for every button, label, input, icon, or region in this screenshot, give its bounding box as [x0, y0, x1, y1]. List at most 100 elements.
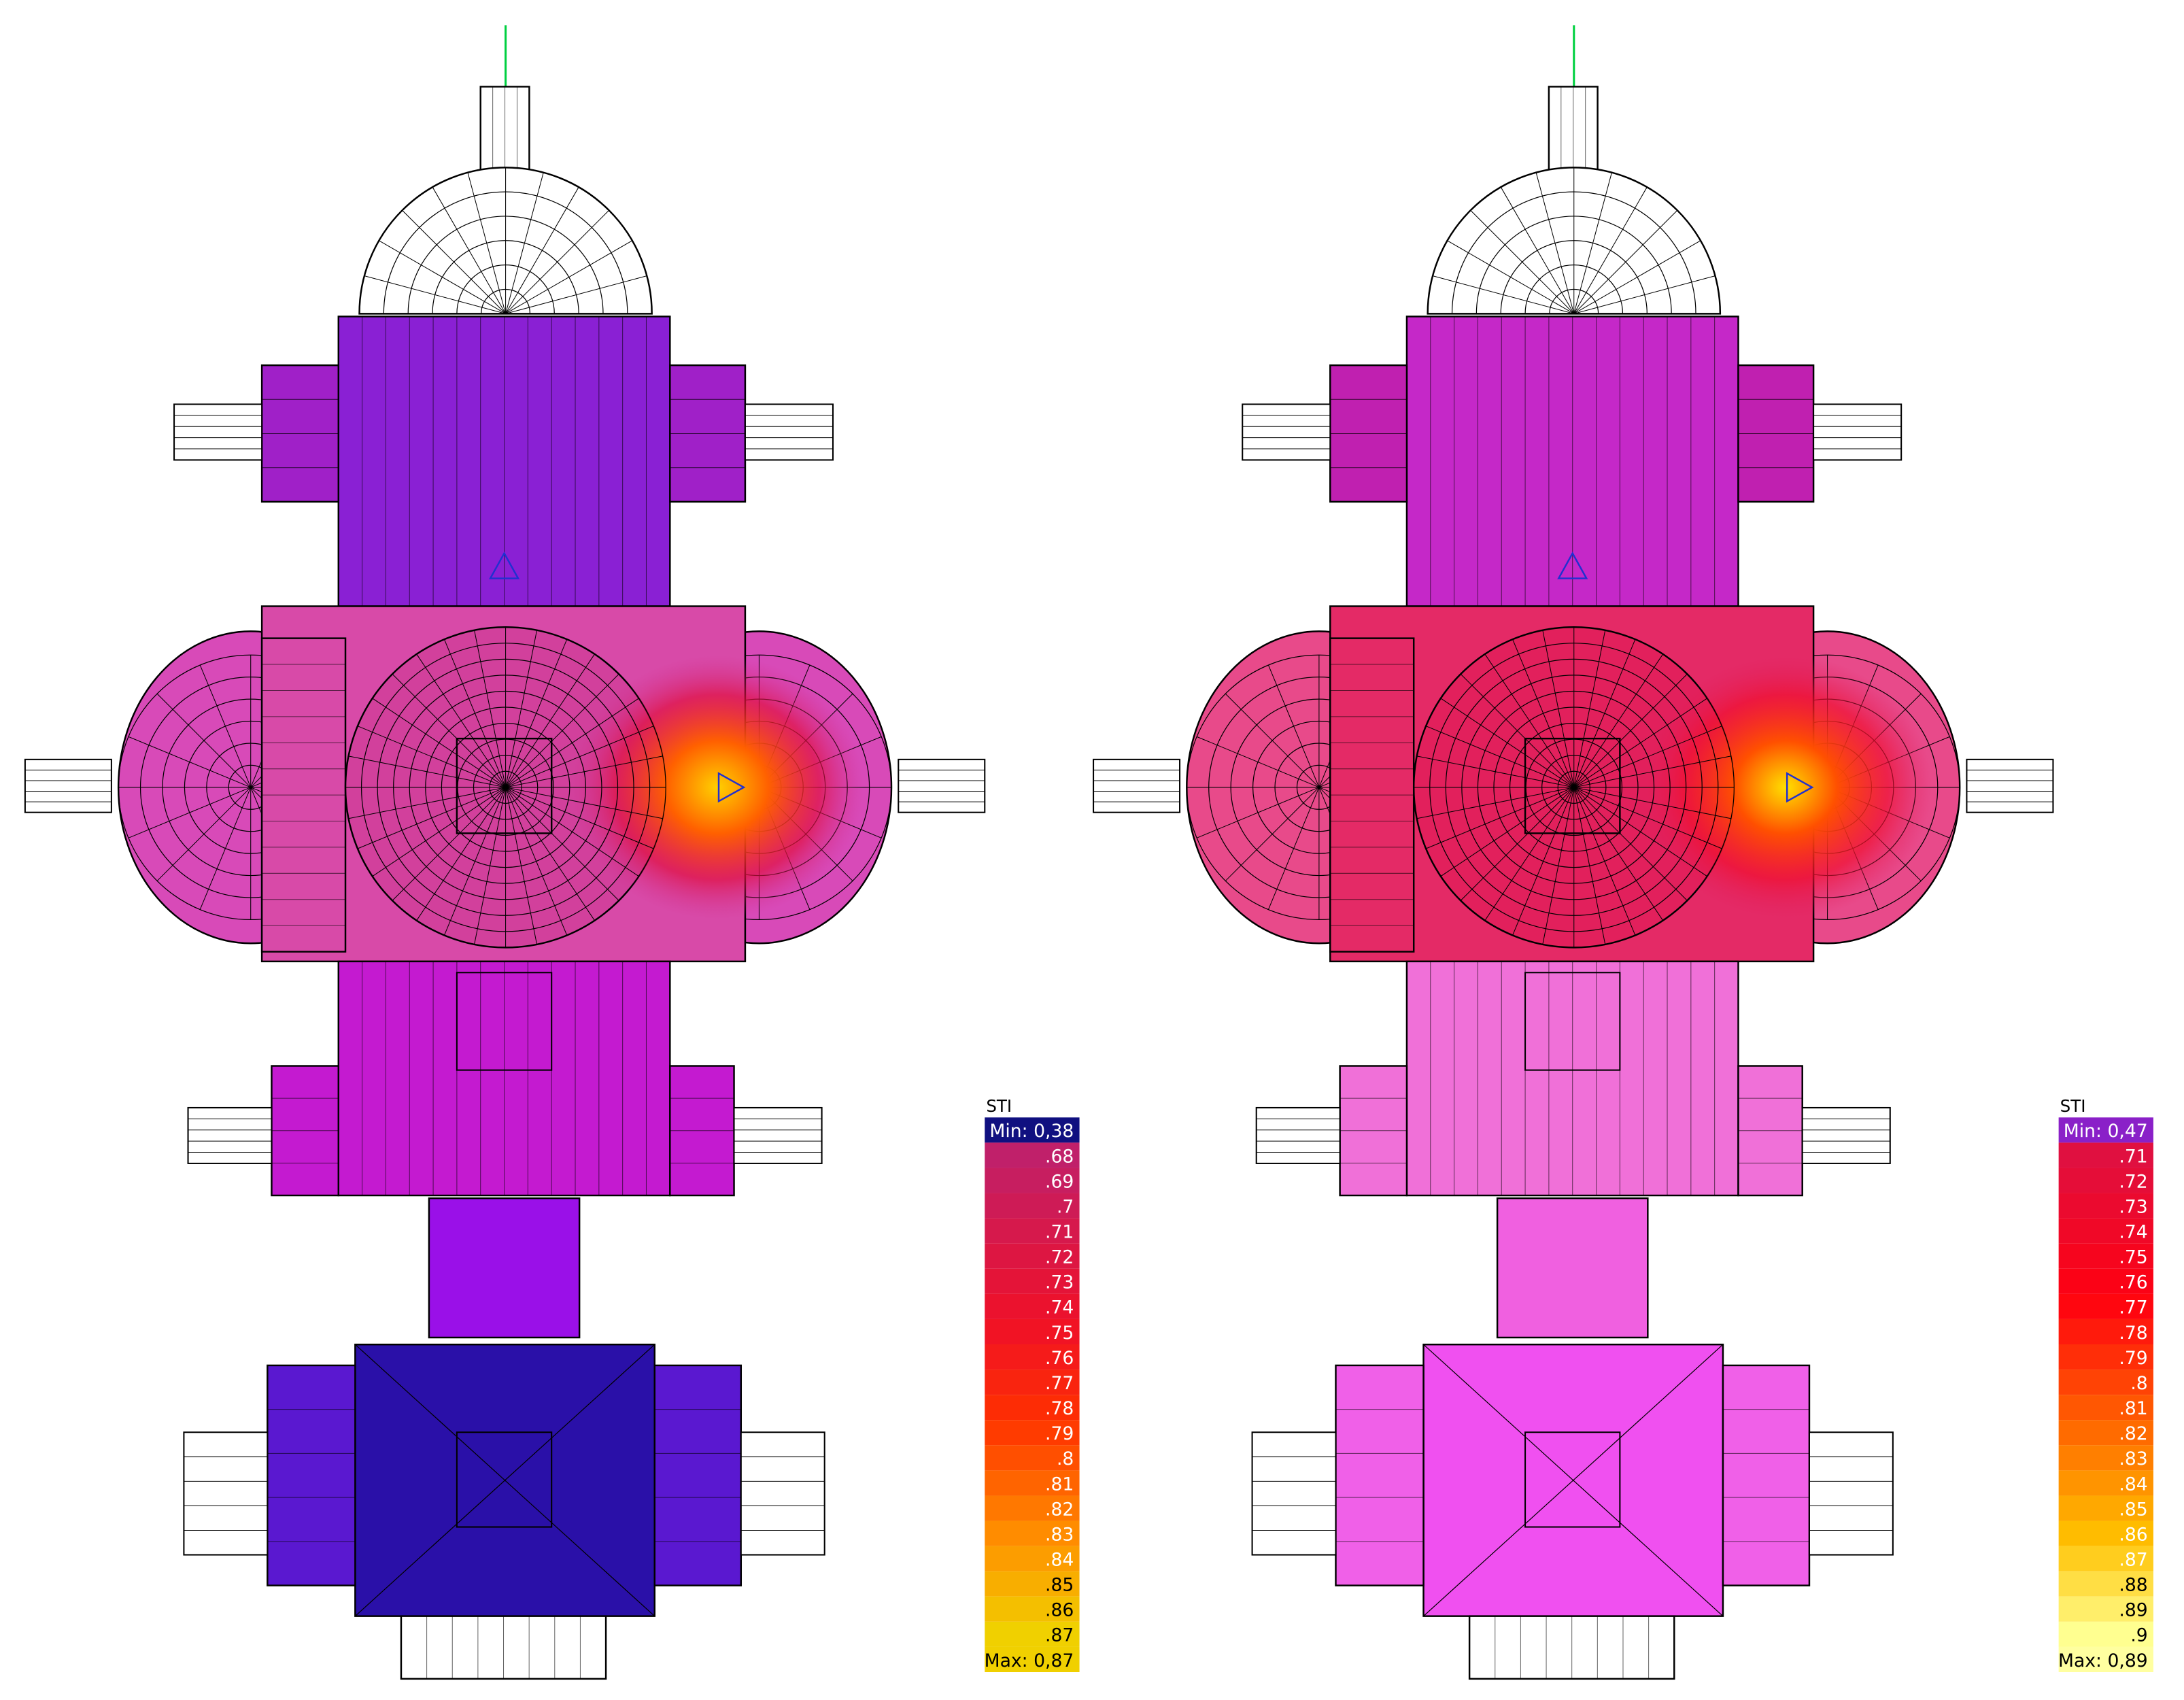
mesh-line — [392, 673, 506, 788]
legend-swatch — [985, 1370, 1080, 1395]
mesh-line — [505, 726, 654, 788]
legend-swatch — [985, 1420, 1080, 1446]
legend-label: Min: 0,47 — [2064, 1121, 2148, 1142]
mesh-line — [432, 186, 507, 314]
panel — [1722, 1364, 1811, 1586]
legend-label: .73 — [1045, 1272, 1074, 1293]
legend-label: .87 — [2119, 1550, 2147, 1571]
mesh-line — [1225, 787, 1320, 881]
legend-label: Min: 0,38 — [989, 1121, 1074, 1142]
nozzle — [1251, 1431, 1337, 1556]
mesh-line — [1432, 275, 1574, 314]
hatch — [456, 972, 553, 1071]
nozzle — [183, 1431, 269, 1556]
center-block — [456, 1431, 553, 1528]
panel — [428, 1197, 581, 1339]
nozzle — [733, 1106, 823, 1164]
mesh-line — [354, 1344, 655, 1617]
nozzle — [1801, 1106, 1891, 1164]
legend-swatch — [985, 1193, 1080, 1219]
panel — [1496, 1197, 1649, 1339]
panel — [267, 1364, 356, 1586]
legend-swatch — [985, 1470, 1080, 1496]
color-legend: STI Min: 0,38 .68 .69 .7 .71 .72 .73 .74 .75 .76 .7… — [985, 1096, 1080, 1673]
legend-swatch — [2058, 1571, 2153, 1597]
legend-swatch — [985, 1293, 1080, 1319]
legend-label: .75 — [1045, 1323, 1074, 1344]
legend-label: .79 — [1045, 1423, 1074, 1444]
mesh-line — [1573, 755, 1731, 788]
mesh-line — [1267, 787, 1320, 910]
legend-swatch — [2058, 1243, 2153, 1269]
legend-swatch — [985, 1268, 1080, 1294]
nozzle — [1813, 403, 1903, 461]
color-legend: STI Min: 0,47 .71 .72 .73 .74 .75 .76 .77 .78 .79.… — [2058, 1096, 2153, 1673]
mesh-line — [1573, 240, 1701, 314]
mesh-line — [505, 787, 619, 901]
mesh-line — [128, 787, 251, 838]
mesh-line — [1573, 630, 1606, 787]
mesh-line — [1542, 787, 1575, 945]
legend-label: .83 — [1045, 1524, 1074, 1545]
legend-swatch — [2058, 1646, 2153, 1673]
mesh-line — [1500, 186, 1575, 314]
legend-label: .79 — [2119, 1348, 2147, 1369]
hydrant-plan — [24, 25, 986, 1680]
mesh-line — [505, 787, 538, 945]
legend-label: .74 — [1045, 1297, 1074, 1319]
mesh-line — [1573, 787, 1688, 901]
mesh-line — [402, 209, 506, 314]
legend-swatch — [985, 1546, 1080, 1571]
legend-swatch — [2058, 1395, 2153, 1421]
legend-swatch — [985, 1520, 1080, 1546]
nozzle — [1242, 403, 1331, 461]
legend-swatch — [2058, 1520, 2153, 1546]
nozzle — [744, 403, 834, 461]
legend-swatch — [2058, 1168, 2153, 1193]
mesh-line — [1535, 172, 1575, 314]
legend-swatch — [985, 1621, 1080, 1647]
mesh-line — [357, 726, 506, 788]
mesh-line — [443, 787, 507, 936]
legend-label: .7 — [1057, 1196, 1074, 1217]
legend-label: .68 — [1045, 1146, 1074, 1167]
legend-label: .81 — [2119, 1398, 2147, 1419]
mesh-line — [1460, 787, 1575, 901]
mesh-line — [156, 693, 252, 788]
legend-label: .89 — [2119, 1600, 2147, 1621]
mesh-line — [1573, 653, 1664, 788]
hotspot — [1639, 655, 1932, 920]
panel — [653, 1364, 743, 1586]
mesh-line — [392, 787, 506, 901]
mesh-line — [467, 172, 507, 314]
mesh-line — [505, 275, 647, 314]
nozzle — [173, 403, 263, 461]
legend-label: .86 — [2119, 1524, 2147, 1545]
legend-swatch — [2058, 1420, 2153, 1446]
mesh-line — [364, 275, 506, 314]
mesh-line — [505, 787, 568, 936]
legend-label: Max: 0,87 — [985, 1650, 1074, 1671]
mesh-line — [505, 209, 610, 314]
legend-swatch — [2058, 1370, 2153, 1395]
mesh-line — [379, 240, 506, 314]
mesh-line — [1460, 673, 1575, 788]
mesh-line — [1512, 787, 1575, 936]
center-block — [1524, 737, 1621, 834]
legend-label: .72 — [1045, 1247, 1074, 1268]
legend-swatch — [2058, 1445, 2153, 1471]
mesh-line — [1573, 787, 1731, 819]
mesh-line — [1542, 630, 1575, 787]
legend-label: .84 — [2119, 1474, 2147, 1495]
marker — [1557, 551, 1588, 579]
legend-title: STI — [2060, 1096, 2086, 1116]
nozzle — [1966, 758, 2054, 813]
mesh-line — [1573, 787, 1722, 849]
mesh-line — [1484, 653, 1575, 788]
mesh-line — [348, 787, 506, 819]
nozzle — [24, 758, 112, 813]
hotspot — [570, 655, 864, 920]
legend-label: .8 — [1057, 1448, 1074, 1469]
legend-label: Max: 0,89 — [2058, 1650, 2148, 1671]
